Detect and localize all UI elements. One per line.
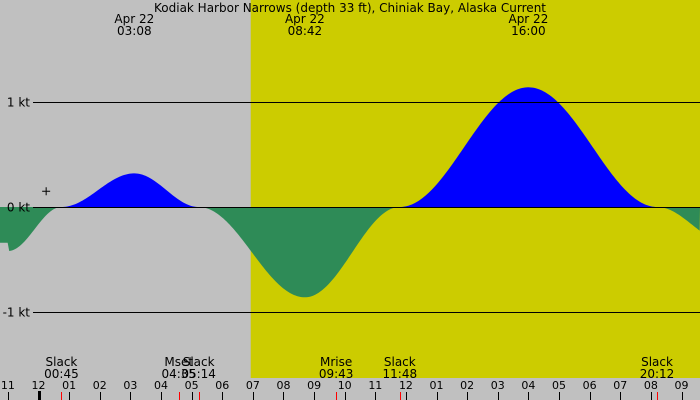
hour-label: 07 [246, 379, 260, 392]
bottom-event-name: Slack [46, 355, 78, 369]
top-event-time: 16:00 [511, 24, 546, 38]
hour-label: 04 [154, 379, 168, 392]
flood-current-area [0, 87, 700, 207]
hour-label: 01 [430, 379, 444, 392]
hour-label: 12 [32, 379, 46, 392]
y-axis-labels: 1 kt 0 kt -1 kt [3, 96, 31, 320]
hour-label: 05 [185, 379, 199, 392]
hour-label: 08 [644, 379, 658, 392]
hour-label: 03 [491, 379, 505, 392]
bottom-event-name: Slack [183, 355, 215, 369]
hour-label: 01 [62, 379, 76, 392]
crosshair-marker [42, 187, 51, 196]
reference-lines-layer [33, 102, 700, 313]
hour-label: 03 [123, 379, 137, 392]
x-axis-ticks [8, 391, 683, 400]
hour-label: 05 [552, 379, 566, 392]
hour-label: 11 [368, 379, 382, 392]
hour-label: 08 [276, 379, 290, 392]
x-axis-hour-labels: 11 12 01 02 03 04 05 06 07 08 09 10 11 12 01 02 03 04 05 06… [1, 379, 689, 392]
y-tick-label: -1 kt [3, 306, 31, 320]
ebb-current-area [0, 207, 700, 298]
hour-label: 04 [521, 379, 535, 392]
top-event-time: 08:42 [288, 24, 323, 38]
current-area-layer [0, 87, 700, 298]
bottom-event-time: 05:14 [181, 367, 216, 381]
top-event-date: Apr 22 [508, 12, 548, 26]
bottom-event-name: Mset [164, 355, 193, 369]
bottom-event-name: Slack [641, 355, 673, 369]
y-tick-label: 0 kt [7, 201, 30, 215]
hour-label: 02 [460, 379, 474, 392]
bottom-event-name: Slack [384, 355, 416, 369]
chart-title: Kodiak Harbor Narrows (depth 33 ft), Chi… [154, 1, 546, 15]
hour-label: 11 [1, 379, 15, 392]
hour-label: 06 [583, 379, 597, 392]
bottom-event-time: 04:35 [161, 367, 196, 381]
bottom-event-time: 00:45 [44, 367, 79, 381]
bottom-event-labels: Slack00:45Mset04:35Slack05:14Mrise09:43S… [44, 355, 674, 381]
bottom-event-time: 11:48 [383, 367, 418, 381]
bottom-event-time: 09:43 [319, 367, 354, 381]
top-event-time: 03:08 [117, 24, 152, 38]
bottom-event-time: 20:12 [640, 367, 675, 381]
hour-label: 02 [93, 379, 107, 392]
top-event-date: Apr 22 [285, 12, 325, 26]
hour-label: 09 [675, 379, 689, 392]
hour-label: 10 [338, 379, 352, 392]
bottom-event-name: Mrise [320, 355, 352, 369]
top-event-date: Apr 22 [114, 12, 154, 26]
hour-label: 07 [613, 379, 627, 392]
hour-label: 09 [307, 379, 321, 392]
hour-label: 06 [215, 379, 229, 392]
y-tick-label: 1 kt [7, 96, 30, 110]
hour-label: 12 [399, 379, 413, 392]
